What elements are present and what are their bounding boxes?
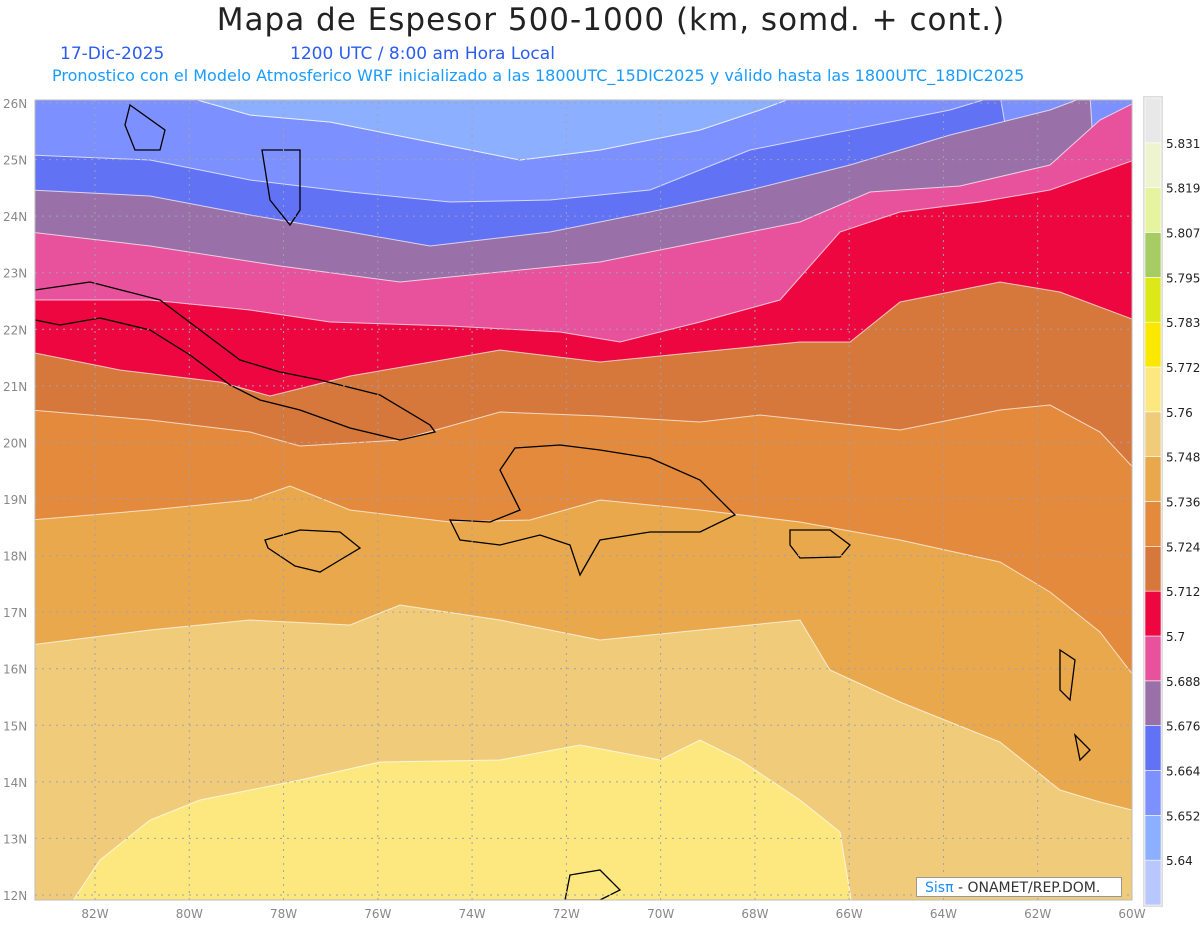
lon-label: 60W [1118, 907, 1145, 921]
lat-label: 20N [3, 436, 27, 450]
coastline [789, 529, 851, 559]
lon-label: 70W [647, 907, 674, 921]
lon-label: 80W [176, 907, 203, 921]
lon-label: 66W [836, 907, 863, 921]
colorbar-swatch [1144, 232, 1162, 278]
lat-label: 16N [3, 663, 27, 677]
credit-text: - ONAMET/REP.DOM. [953, 880, 1101, 896]
colorbar-label: 5.76 [1166, 406, 1193, 420]
colorbar-swatch [1144, 501, 1162, 547]
colorbar-label: 5.724 [1166, 540, 1200, 554]
colorbar-label: 5.64 [1166, 854, 1193, 868]
coastline [124, 103, 166, 151]
contour-band [195, 100, 789, 161]
lat-label: 23N [3, 267, 27, 281]
map-frame [34, 99, 1133, 901]
lat-label: 14N [3, 776, 27, 790]
colorbar-label: 5.748 [1166, 451, 1200, 465]
colorbar-swatch [1144, 725, 1162, 771]
model-info: Pronostico con el Modelo Atmosferico WRF… [52, 66, 1025, 85]
colorbar-swatch [1144, 546, 1162, 592]
colorbar-label: 5.783 [1166, 316, 1200, 330]
lon-label: 68W [741, 907, 768, 921]
lon-label: 62W [1024, 907, 1051, 921]
lat-label: 25N [3, 154, 27, 168]
coastline [1073, 733, 1091, 762]
lon-label: 74W [459, 907, 486, 921]
lon-label: 78W [270, 907, 297, 921]
colorbar-label: 5.772 [1166, 361, 1200, 375]
lat-label: 24N [3, 210, 27, 224]
lat-label: 19N [3, 493, 27, 507]
colorbar-swatch [1144, 590, 1162, 637]
colorbar-swatch [1144, 142, 1162, 188]
colorbar-swatch [1144, 411, 1162, 457]
colorbar-label: 5.795 [1166, 271, 1200, 285]
colorbar-label: 5.664 [1166, 765, 1200, 779]
lat-label: 22N [3, 323, 27, 337]
lat-label: 26N [3, 97, 27, 111]
colorbar-label: 5.688 [1166, 675, 1200, 689]
colorbar-swatch [1144, 635, 1162, 682]
colorbar-label: 5.807 [1166, 227, 1200, 241]
colorbar-label: 5.712 [1166, 585, 1200, 599]
coastline [448, 444, 737, 577]
lon-label: 64W [930, 907, 957, 921]
colorbar-label: 5.736 [1166, 496, 1200, 510]
colorbar-swatch [1144, 815, 1162, 861]
colorbar-swatch [1144, 770, 1162, 816]
colorbar-label: 5.676 [1166, 720, 1200, 734]
coastline [1059, 648, 1076, 702]
lat-label: 15N [3, 719, 27, 733]
colorbar-swatch [1144, 187, 1162, 233]
lon-label: 72W [553, 907, 580, 921]
lat-label: 13N [3, 832, 27, 846]
colorbar-swatch [1144, 321, 1162, 368]
colorbar-swatch [1144, 456, 1162, 502]
lat-label: 12N [3, 889, 27, 903]
colorbar-swatch [1144, 277, 1162, 323]
coastline [264, 529, 362, 573]
colorbar-label: 5.652 [1166, 809, 1200, 823]
colorbar-swatch [1144, 859, 1162, 906]
coastline [35, 281, 437, 441]
lon-label: 82W [81, 907, 108, 921]
colorbar-label: 5.819 [1166, 182, 1200, 196]
map-title: Mapa de Espesor 500-1000 (km, somd. + co… [216, 2, 1006, 38]
colorbar-label: 5.7 [1166, 630, 1185, 644]
lon-label: 76W [364, 907, 391, 921]
lat-label: 18N [3, 550, 27, 564]
map-layer [35, 100, 1132, 900]
colorbar-swatch [1144, 680, 1162, 726]
colorbar-label: 5.831 [1166, 137, 1200, 151]
lat-label: 21N [3, 380, 27, 394]
coastline [261, 149, 301, 227]
contour-band [72, 739, 852, 900]
colorbar-swatch [1144, 97, 1162, 144]
credit-box: Sisπ - ONAMET/REP.DOM. [916, 877, 1122, 897]
lat-label: 17N [3, 606, 27, 620]
forecast-date: 17-Dic-2025 [60, 44, 165, 64]
credit-brand: Sisπ [925, 880, 954, 896]
colorbar-swatch [1144, 366, 1162, 413]
forecast-time: 1200 UTC / 8:00 am Hora Local [290, 44, 555, 64]
